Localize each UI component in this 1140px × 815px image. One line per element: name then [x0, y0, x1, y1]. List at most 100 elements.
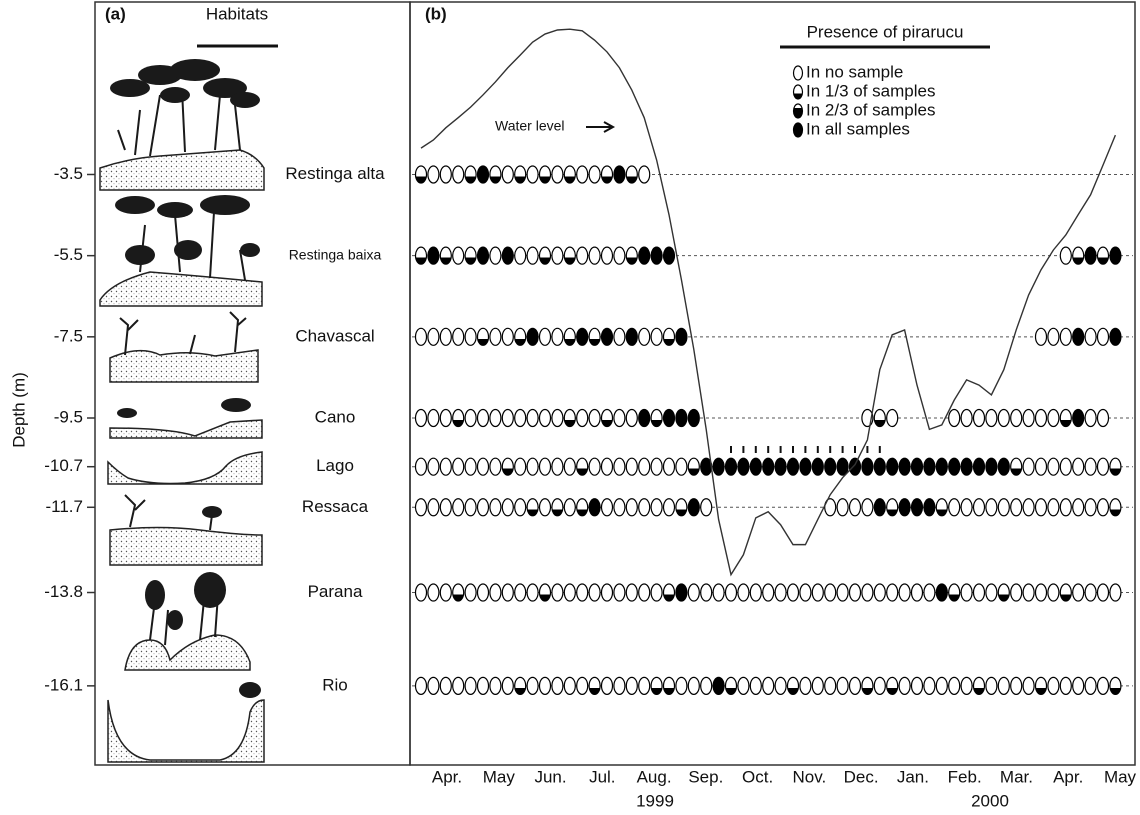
presence-dot — [873, 583, 886, 602]
presence-dot — [638, 408, 651, 428]
presence-dot — [985, 583, 998, 602]
presence-dot — [923, 676, 936, 695]
presence-dot — [476, 676, 490, 695]
presence-dot — [538, 457, 552, 476]
presence-dot — [799, 457, 812, 476]
presence-dot — [948, 676, 961, 695]
presence-dot — [526, 408, 539, 428]
presence-dot — [1059, 498, 1072, 517]
presence-dot — [588, 246, 601, 265]
habitat-label: Restinga alta — [285, 164, 385, 183]
x-tick-label: Oct. — [742, 767, 773, 786]
presence-dot — [514, 457, 527, 476]
presence-dot — [476, 408, 490, 428]
x-tick-label: Jun. — [534, 767, 566, 786]
legend-title: Presence of pirarucu — [807, 22, 964, 41]
presence-dot — [873, 676, 886, 695]
presence-dot — [414, 676, 428, 695]
presence-dot — [476, 498, 490, 517]
presence-dot — [514, 498, 527, 517]
presence-dot — [650, 457, 663, 476]
presence-dot — [1059, 676, 1072, 695]
presence-dot — [848, 583, 862, 602]
presence-dot — [662, 457, 676, 476]
presence-dot — [960, 676, 973, 695]
presence-dot — [638, 457, 651, 476]
presence-dot — [687, 676, 700, 695]
presence-dot — [662, 246, 676, 265]
presence-dot — [489, 408, 502, 428]
presence-dot — [910, 676, 924, 695]
presence-dot — [948, 408, 961, 428]
presence-dot — [613, 165, 626, 184]
panel-label: (a) — [105, 4, 126, 23]
presence-dot — [576, 246, 589, 265]
presence-dot — [600, 457, 614, 476]
presence-dot — [1034, 327, 1048, 346]
presence-dot — [886, 498, 899, 517]
presence-dot — [662, 327, 676, 346]
presence-dot — [923, 583, 936, 602]
presence-dot — [489, 457, 502, 476]
presence-dot — [873, 408, 886, 428]
x-tick-label: Apr. — [1053, 767, 1083, 786]
presence-dot — [1022, 583, 1035, 602]
presence-dot — [563, 408, 576, 428]
presence-dot — [439, 498, 452, 517]
presence-dot — [700, 676, 713, 695]
presence-dot — [687, 583, 700, 602]
presence-dot — [1084, 246, 1097, 265]
presence-dot — [514, 246, 527, 265]
x-tick-label: May — [1104, 767, 1137, 786]
presence-dot — [749, 457, 762, 476]
presence-dot — [1010, 457, 1023, 476]
presence-dot — [501, 498, 514, 517]
presence-dot — [613, 246, 626, 265]
x-tick-label: May — [483, 767, 516, 786]
presence-dot — [985, 676, 998, 695]
y-tick-label: -11.7 — [46, 497, 84, 516]
presence-dot — [613, 327, 626, 346]
presence-dot — [1072, 327, 1085, 346]
presence-dot — [625, 408, 638, 428]
presence-dot — [551, 676, 564, 695]
presence-dot — [749, 676, 762, 695]
presence-dot — [588, 498, 601, 517]
presence-dot — [414, 457, 428, 476]
presence-dot — [792, 84, 804, 100]
presence-dot — [811, 457, 824, 476]
presence-dot — [997, 676, 1010, 695]
presence-dot — [638, 165, 651, 184]
presence-dot — [811, 583, 824, 602]
presence-dot — [588, 583, 601, 602]
presence-dot — [1096, 676, 1110, 695]
habitat-label: Chavascal — [295, 326, 374, 345]
presence-dot — [526, 457, 539, 476]
y-tick-label: -16.1 — [44, 675, 83, 694]
presence-dot — [476, 457, 490, 476]
panel-b-frame — [409, 1, 1136, 766]
shrubs — [124, 494, 213, 531]
presence-dot — [1010, 676, 1023, 695]
presence-dot — [1084, 408, 1097, 428]
presence-dot — [625, 676, 638, 695]
presence-dot — [799, 583, 812, 602]
presence-dot — [650, 676, 663, 695]
presence-dot — [749, 583, 762, 602]
presence-dot — [675, 583, 688, 602]
presence-dot — [576, 583, 589, 602]
presence-dot — [464, 165, 477, 184]
ground — [109, 526, 263, 566]
x-tick-label: Apr. — [432, 767, 462, 786]
presence-dot — [873, 498, 886, 517]
presence-dot — [1034, 676, 1048, 695]
presence-dot — [1034, 408, 1048, 428]
presence-dot — [563, 676, 576, 695]
presence-dot — [625, 457, 638, 476]
presence-dot — [972, 498, 986, 517]
presence-dot — [1010, 498, 1023, 517]
presence-dot — [538, 246, 552, 265]
presence-dot — [501, 408, 514, 428]
presence-dot — [452, 498, 465, 517]
presence-dot — [1022, 676, 1035, 695]
